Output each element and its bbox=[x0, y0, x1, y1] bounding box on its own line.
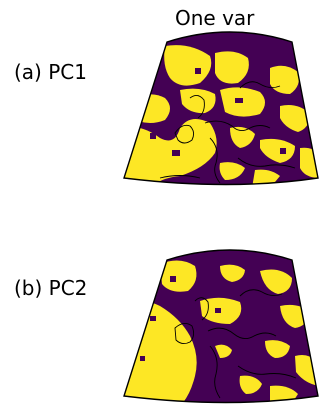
pc2-map bbox=[123, 249, 319, 404]
pc1-coastlines bbox=[159, 81, 296, 184]
pc1-negative-patches bbox=[150, 68, 286, 156]
pc2-map-border bbox=[123, 249, 319, 404]
pc2-coastlines bbox=[174, 289, 297, 399]
panel-b-label: (b) PC2 bbox=[14, 276, 88, 300]
pc1-map bbox=[123, 31, 319, 186]
pc2-negative-patches bbox=[140, 276, 221, 361]
panel-a-label: (a) PC1 bbox=[14, 60, 87, 84]
column-title: One var bbox=[175, 6, 255, 30]
pc1-map-border bbox=[123, 31, 319, 186]
